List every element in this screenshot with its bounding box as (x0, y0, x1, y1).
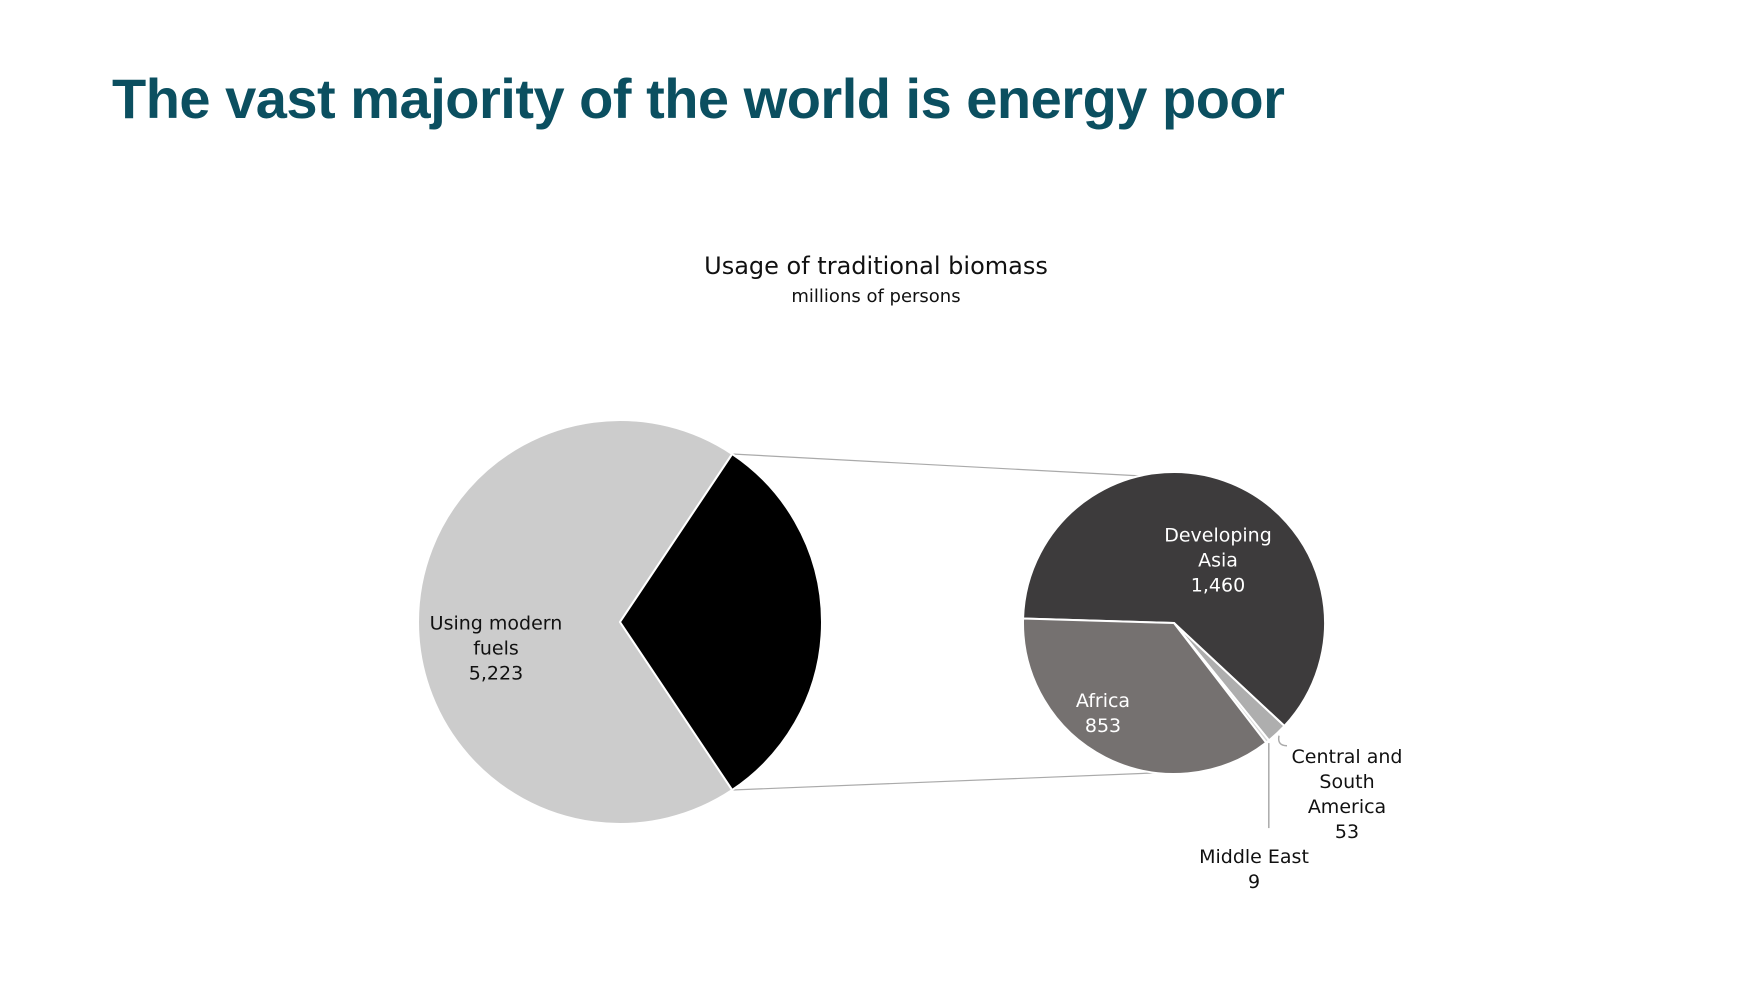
secondary-pie (1022, 471, 1327, 775)
label-using-modern-fuels: Using modern fuels 5,223 (430, 613, 563, 685)
chart-title: Usage of traditional biomass (704, 252, 1048, 280)
connector-lines (732, 453, 1156, 791)
label-africa: Africa 853 (1076, 690, 1130, 737)
primary-pie (417, 419, 824, 825)
slice-africa (1022, 617, 1268, 775)
label-middle-east: Middle East 9 (1199, 846, 1309, 893)
slice-traditional-biomass (618, 452, 824, 792)
label-central-south-america: Central and South America 53 (1292, 746, 1403, 843)
label-developing-asia: Developing Asia 1,460 (1164, 525, 1272, 597)
pie-labels: Using modern fuels 5,223 Developing Asia 1,46… (430, 525, 1403, 894)
connector-line-bottom (732, 772, 1156, 791)
slide-title: The vast majority of the world is energy… (112, 67, 1285, 130)
leader-line-central-south-america (1277, 735, 1288, 747)
connector-line-top (732, 453, 1141, 477)
chart-subtitle: millions of persons (791, 286, 960, 307)
slice-using-modern-fuels (417, 419, 734, 825)
slice-developing-asia (1022, 471, 1327, 728)
